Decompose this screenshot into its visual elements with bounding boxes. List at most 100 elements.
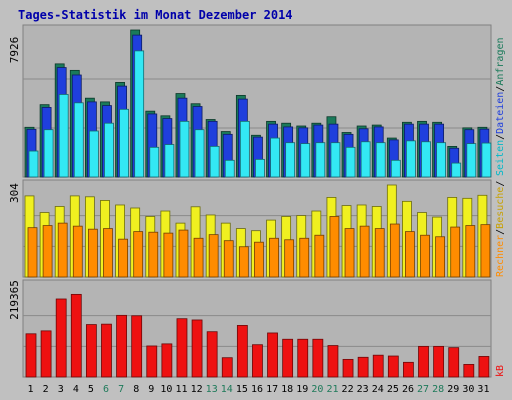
x-label-1: 1 (28, 384, 34, 395)
visits-max-label: 304 (8, 183, 21, 203)
x-label-19: 19 (296, 384, 308, 395)
x-label-22: 22 (342, 384, 354, 395)
legend-requests: Seiten/Dateien/Anfragen (495, 37, 506, 176)
bar-kb-19 (297, 338, 309, 378)
bar-kb-30 (463, 364, 475, 378)
bar-rechner-17 (269, 237, 279, 278)
x-label-16: 16 (251, 384, 263, 395)
x-label-10: 10 (160, 384, 172, 395)
bar-seiten-6 (104, 122, 114, 178)
legend-dateien: Dateien (495, 92, 506, 134)
x-label-24: 24 (372, 384, 384, 395)
bar-kb-25 (387, 355, 399, 378)
bar-kb-23 (357, 356, 369, 378)
chart-title: Tages-Statistik im Monat Dezember 2014 (18, 8, 293, 22)
x-label-26: 26 (402, 384, 414, 395)
bar-seiten-2 (43, 129, 54, 178)
bar-seiten-8 (134, 50, 145, 178)
bar-seiten-31 (481, 142, 492, 178)
bar-kb-20 (312, 338, 324, 378)
legend-anfragen: Anfragen (495, 37, 506, 85)
legend-sep-1: / (495, 134, 506, 140)
bar-rechner-7 (118, 238, 128, 278)
bar-rechner-5 (87, 228, 98, 278)
x-label-14: 14 (221, 384, 233, 395)
x-label-7: 7 (118, 384, 124, 395)
bar-seiten-15 (239, 120, 250, 178)
bar-kb-7 (116, 314, 127, 378)
bar-kb-4 (70, 293, 82, 378)
bar-rechner-14 (223, 240, 234, 278)
bar-rechner-23 (359, 225, 370, 278)
bar-kb-14 (221, 357, 233, 378)
bar-kb-1 (25, 333, 37, 378)
bar-seiten-13 (209, 145, 220, 178)
x-label-13: 13 (206, 384, 218, 395)
bar-seiten-5 (88, 130, 99, 178)
bar-rechner-9 (148, 231, 159, 278)
bar-rechner-13 (208, 234, 219, 278)
x-label-28: 28 (432, 384, 444, 395)
bar-kb-17 (267, 332, 278, 378)
bar-seiten-20 (315, 142, 326, 178)
bar-rechner-16 (254, 241, 264, 278)
bar-kb-26 (403, 361, 414, 378)
bar-seiten-17 (270, 137, 280, 178)
x-label-12: 12 (191, 384, 203, 395)
bar-kb-15 (236, 325, 248, 378)
legend-besuche: Besuche (495, 187, 506, 229)
bar-rechner-22 (344, 228, 355, 278)
bar-seiten-11 (179, 120, 190, 178)
bars (24, 29, 492, 378)
kb-max-label: 219365 (8, 280, 21, 320)
x-label-6: 6 (103, 384, 109, 395)
bar-kb-11 (176, 318, 188, 378)
bar-rechner-4 (72, 225, 83, 278)
bar-seiten-19 (300, 143, 311, 178)
bar-seiten-24 (375, 142, 386, 178)
bar-seiten-28 (436, 142, 447, 178)
bar-seiten-29 (451, 162, 462, 178)
bar-seiten-14 (224, 159, 235, 178)
bar-seiten-26 (406, 140, 416, 178)
bar-kb-6 (101, 323, 112, 378)
bar-seiten-4 (73, 102, 84, 178)
bar-kb-5 (85, 324, 97, 378)
bar-rechner-18 (284, 239, 295, 278)
bar-seiten-3 (58, 94, 69, 178)
x-label-27: 27 (417, 384, 429, 395)
x-label-3: 3 (58, 384, 64, 395)
x-label-18: 18 (281, 384, 293, 395)
bar-rechner-12 (193, 237, 204, 278)
bar-rechner-21 (329, 216, 340, 278)
legend-kb-label: kB (495, 365, 506, 377)
x-label-9: 9 (148, 384, 154, 395)
legend-sep-4: / (495, 181, 506, 187)
bar-kb-18 (282, 338, 294, 378)
bar-rechner-3 (57, 222, 68, 278)
bar-kb-12 (191, 319, 203, 378)
x-label-29: 29 (447, 384, 459, 395)
bar-kb-9 (146, 345, 158, 378)
bar-kb-29 (448, 347, 460, 378)
kb-panel (22, 279, 492, 378)
bar-rechner-29 (450, 226, 461, 278)
bar-seiten-7 (119, 108, 129, 178)
bar-kb-10 (161, 343, 173, 378)
bar-rechner-26 (405, 231, 415, 278)
legend-kb: kB (495, 365, 506, 377)
legend-sep-3: / (495, 229, 506, 235)
legend-sep-2: / (495, 86, 506, 92)
bar-rechner-1 (27, 227, 38, 278)
bar-rechner-11 (178, 229, 189, 278)
x-label-2: 2 (43, 384, 49, 395)
bar-rechner-10 (163, 232, 174, 278)
bar-seiten-30 (466, 143, 477, 178)
x-label-23: 23 (357, 384, 369, 395)
bar-seiten-1 (28, 150, 39, 178)
x-label-8: 8 (133, 384, 139, 395)
bar-rechner-25 (389, 223, 400, 278)
bar-kb-24 (372, 354, 384, 378)
x-label-25: 25 (387, 384, 399, 395)
